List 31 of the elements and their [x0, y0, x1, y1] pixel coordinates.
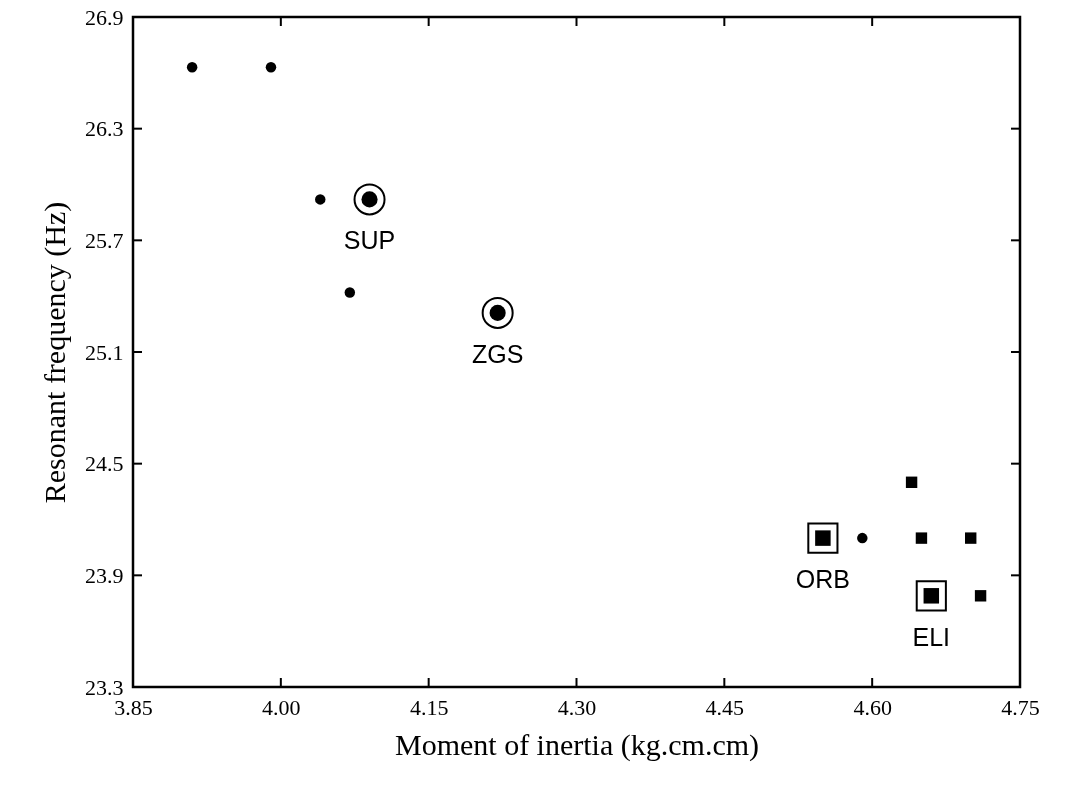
y-tick-label: 26.9 — [85, 4, 124, 30]
point — [265, 62, 277, 73]
point — [915, 532, 928, 544]
y-tick-label: 25.1 — [85, 339, 124, 365]
point — [315, 194, 326, 205]
point — [186, 62, 198, 73]
x-tick-label: 4.45 — [705, 694, 745, 720]
y-tick-label: 26.3 — [85, 116, 124, 142]
point — [974, 590, 987, 602]
x-tick-label: 4.15 — [409, 694, 449, 720]
x-axis-title: Moment of inertia (kg.cm.cm) — [394, 727, 760, 762]
x-tick-label: 4.30 — [557, 694, 597, 720]
point — [965, 532, 977, 544]
y-tick-label: 25.7 — [85, 227, 124, 253]
y-axis-title: Resonant frequency (Hz) — [38, 201, 72, 504]
annotation: ELI — [912, 622, 951, 651]
x-tick-label: 4.00 — [262, 694, 301, 720]
annotation: SUP — [343, 226, 396, 255]
point — [915, 580, 947, 612]
annotation: ZGS — [471, 339, 524, 368]
point — [857, 532, 868, 544]
x-tick-label: 4.60 — [853, 694, 892, 720]
y-tick-label: 23.9 — [85, 562, 124, 588]
point — [807, 522, 839, 554]
point — [353, 183, 386, 216]
point — [905, 476, 918, 488]
x-tick-label: 4.75 — [1001, 694, 1040, 720]
y-tick-label: 24.5 — [85, 451, 124, 477]
annotation: ORB — [795, 565, 850, 594]
point — [344, 287, 356, 298]
point — [481, 296, 514, 329]
